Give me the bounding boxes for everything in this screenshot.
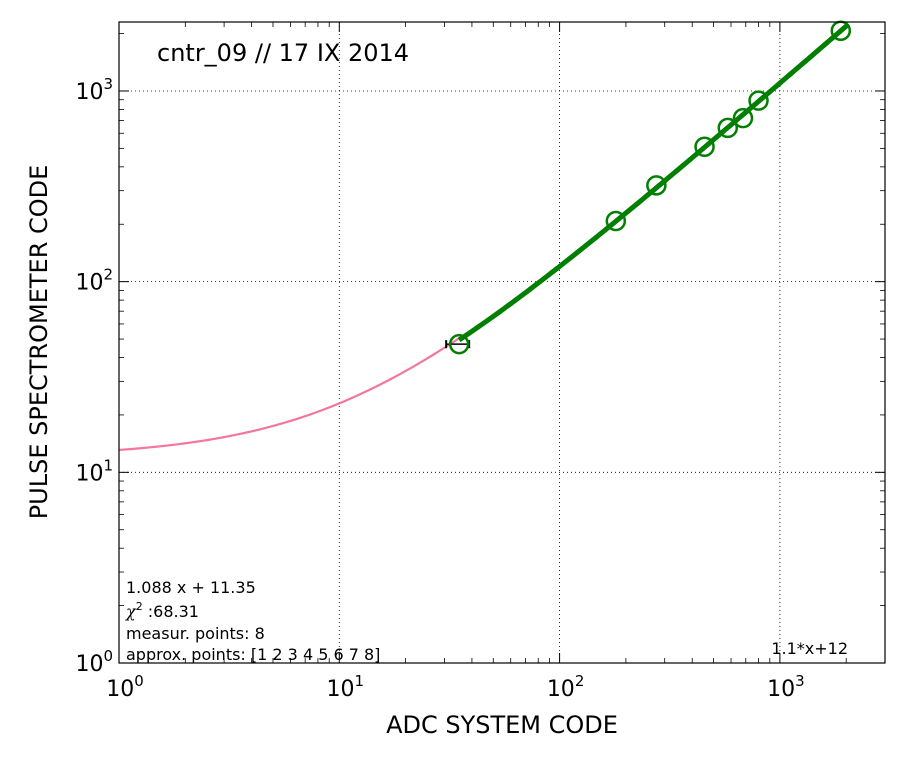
- x-axis-title: ADC SYSTEM CODE: [386, 711, 618, 739]
- major-ticks: [118, 22, 885, 664]
- x-tick-label: 101: [327, 672, 365, 702]
- tick-exponent: 2: [103, 266, 113, 284]
- tick-exponent: 0: [103, 647, 113, 665]
- data-point: [605, 210, 627, 232]
- tick-exponent: 1: [355, 672, 365, 690]
- chi-square-label: χ2 :68.31: [125, 600, 199, 621]
- data-point: [748, 90, 769, 111]
- tick-base: 10: [75, 461, 103, 486]
- tick-base: 10: [75, 652, 103, 677]
- approx-points-label: approx. points: [1 2 3 4 5 6 7 8]: [126, 645, 380, 664]
- chi-value: :68.31: [143, 602, 199, 621]
- y-tick-label: 101: [75, 456, 113, 486]
- grid-lines: [119, 22, 885, 663]
- y-tick-label: 103: [75, 75, 113, 105]
- tick-base: 10: [75, 80, 103, 105]
- data-point: [717, 117, 739, 139]
- tick-base: 10: [547, 677, 575, 702]
- reference-curve-label: 1.1*x+12: [771, 639, 848, 658]
- annotation-block: 1.088 x + 11.35 χ2 :68.31 measur. points…: [125, 578, 848, 664]
- series-layer: [118, 20, 852, 452]
- minor-ticks: [119, 22, 885, 663]
- measured-points-label: measur. points: 8: [126, 624, 265, 643]
- plot-frame: [118, 21, 886, 664]
- y-axis-title: PULSE SPECTROMETER CODE: [25, 165, 53, 520]
- tick-base: 10: [75, 271, 103, 296]
- tick-exponent: 2: [575, 672, 585, 690]
- x-tick-label: 102: [547, 672, 585, 702]
- y-tick-label: 102: [75, 266, 113, 296]
- fit-equation-label: 1.088 x + 11.35: [126, 578, 256, 597]
- tick-base: 10: [327, 677, 355, 702]
- y-tick-label: 100: [75, 647, 113, 677]
- data-point: [448, 333, 470, 355]
- reference-curve: [118, 337, 460, 452]
- data-point: [732, 107, 754, 129]
- chi-power: 2: [136, 600, 143, 613]
- tick-base: 10: [106, 677, 134, 702]
- data-point: [694, 136, 715, 157]
- fit-line: [457, 22, 851, 343]
- plot-title: cntr_09 // 17 IX 2014: [157, 39, 409, 67]
- x-tick-labels: 100 101 102 103: [106, 672, 804, 702]
- x-tick-label: 100: [106, 672, 144, 702]
- tick-exponent: 3: [103, 75, 113, 93]
- tick-exponent: 3: [795, 672, 805, 690]
- data-point: [646, 175, 667, 196]
- tick-exponent: 1: [103, 456, 113, 474]
- x-tick-label: 103: [767, 672, 805, 702]
- tick-exponent: 0: [134, 672, 144, 690]
- chi-symbol: χ: [125, 602, 137, 621]
- tick-base: 10: [767, 677, 795, 702]
